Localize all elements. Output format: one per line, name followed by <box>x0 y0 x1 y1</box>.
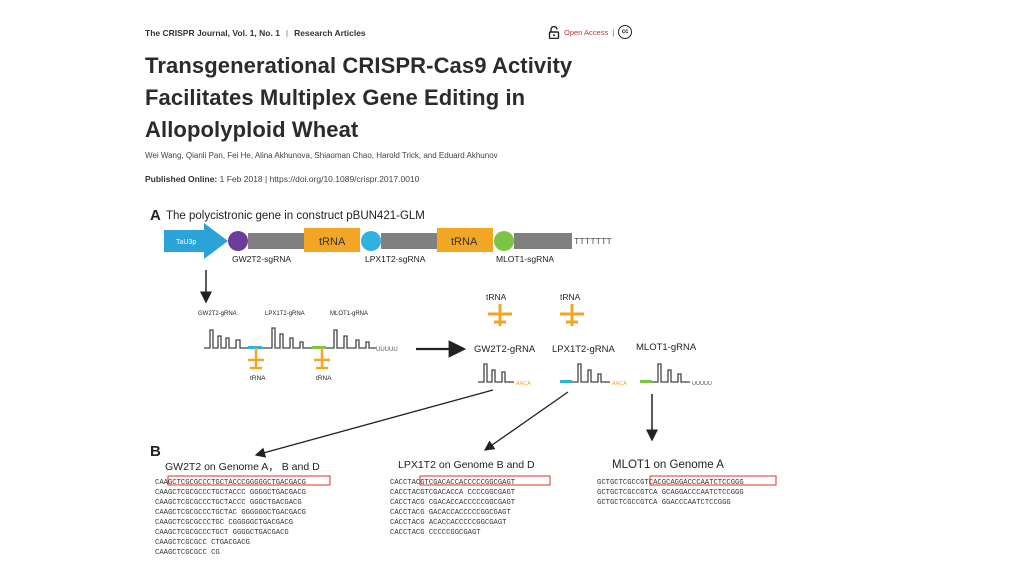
seq3-row: GCTGCTCGCCGTCA GCAGGACCCAATCTCCGGG <box>597 489 744 497</box>
target-box-3 <box>649 475 777 486</box>
lpx1-grna-label: LPX1T2-gRNA <box>552 344 615 355</box>
spacer-block-2 <box>381 233 437 249</box>
panel-a-letter: A <box>150 207 161 224</box>
seq1-row: CAAGCTCGCGCC CG <box>155 549 220 557</box>
title-line-2: Facilitates Multiplex Gene Editing in <box>145 85 526 110</box>
b1-title: GW2T2 on Genome A， B and D <box>165 461 320 473</box>
publication-info: Published Online: 1 Feb 2018 | https://d… <box>145 174 419 184</box>
seq1-row: CAAGCTCGCGCCCTGCTACCCGGGGGCTGACGACG <box>155 479 306 487</box>
b2-title: LPX1T2 on Genome B and D <box>398 459 535 471</box>
seq2-row: CACCTACGTCGACACCACCCCCGGCGAGT <box>390 479 516 487</box>
transcript-polyu: UUUUU <box>376 347 398 353</box>
article-title: Transgenerational CRISPR-Cas9 Activity F… <box>145 50 605 146</box>
sgrna-1-label: GW2T2-sgRNA <box>232 254 291 264</box>
transcript-label-2: LPX1T2-gRNA <box>265 311 305 317</box>
journal-header: The CRISPR Journal, Vol. 1, No. 1 | Rese… <box>145 28 366 38</box>
construct-diagram: TaU3p tRNA tRNA TTTTTTT GW2T2-sgRNA LPX1… <box>164 223 612 264</box>
seq1-row: CAAGCTCGCGCCCTGC CGGGGGCTGACGACG <box>155 519 293 527</box>
spacer-3-bar <box>312 346 326 349</box>
transcript-line-1 <box>204 329 248 349</box>
mlot1-grna-structure <box>652 363 690 383</box>
panel-b-letter: B <box>150 443 161 460</box>
trna-small-label-1: tRNA <box>250 375 266 382</box>
sequence-block-1: CAAGCTCGCGCCCTGCTACCCGGGGGCTGACGACG CAAG… <box>155 475 331 557</box>
sgrna-2-marker <box>361 231 381 251</box>
panel-a-title: The polycistronic gene in construct pBUN… <box>166 210 425 222</box>
sequence-block-3: GCTGCTCGCCGTCACGCAGGACCCAATCTCCGGG GCTGC… <box>597 475 777 507</box>
seq2-row: CACCTACG ACACCACCCCCGGCGAGT <box>390 519 507 527</box>
seq1-row: CAAGCTCGCGCCCTGCTACCC GGGCTGACGACG <box>155 499 302 507</box>
arrow-to-gw2 <box>254 389 494 458</box>
lpx1-aaca: AACA <box>612 381 627 387</box>
trna-label-1: tRNA <box>319 236 346 248</box>
terminator-label: TTTTTTT <box>574 237 612 247</box>
gw2-grna-label: GW2T2-gRNA <box>474 344 536 355</box>
trna-cloverleaf-small-1 <box>248 348 264 370</box>
gw2-grna-structure <box>478 363 514 383</box>
lock-open-icon <box>548 25 560 39</box>
seq1-row: CAAGCTCGCGCCCTGCTACCC GGGGCTGACGACG <box>155 489 306 497</box>
mlot1-spacer <box>640 380 652 383</box>
sgrna-3-marker <box>494 231 514 251</box>
seq2-row: CACCTACGTCGACACCA CCCCGGCGAGT <box>390 489 516 497</box>
trna-label-2: tRNA <box>451 236 478 248</box>
title-line-3: Allopolyploid Wheat <box>145 117 359 142</box>
processed-products: tRNA tRNA GW2T2-gRNA LPX1T2-gRNA MLOT1-g… <box>474 292 712 387</box>
transcript-label-3: MLOT1-gRNA <box>330 311 368 317</box>
b3-title: MLOT1 on Genome A <box>612 459 724 471</box>
free-trna-label-1: tRNA <box>486 292 507 302</box>
trna-block-2 <box>437 228 493 252</box>
sgrna-1-marker <box>228 231 248 251</box>
section-label[interactable]: Research Articles <box>294 28 366 38</box>
oa-separator: | <box>612 27 615 37</box>
transcript-line-2 <box>262 327 312 349</box>
trna-block-1 <box>304 228 360 252</box>
header-separator: | <box>285 28 289 38</box>
transcript-label-1: GW2T2-gRNA <box>198 311 237 317</box>
free-trna-icon-1 <box>488 304 512 326</box>
lpx1-spacer <box>560 380 572 383</box>
open-access-badge: Open Access | cc <box>548 25 633 39</box>
author-list[interactable]: Wei Wang, Qianli Pan, Fei He, Alina Akhu… <box>145 151 498 160</box>
spacer-block-1 <box>248 233 304 249</box>
sgrna-3-label: MLOT1-sgRNA <box>496 254 554 264</box>
seq1-row: CAAGCTCGCGCCCTGCT GGGGCTGACGACG <box>155 529 289 537</box>
sequence-block-2: CACCTACGTCGACACCACCCCCGGCGAGT CACCTACGTC… <box>390 475 551 537</box>
free-trna-icon-2 <box>560 304 584 326</box>
seq2-row: CACCTACG GACACCACCCCCGGCGAGT <box>390 509 511 517</box>
trna-cloverleaf-small-2 <box>314 348 330 370</box>
journal-name[interactable]: The CRISPR Journal, Vol. 1, No. 1 <box>145 28 280 38</box>
free-trna-label-2: tRNA <box>560 292 581 302</box>
promoter-arrow <box>164 223 228 259</box>
lpx1-grna-structure <box>572 363 610 383</box>
gw2-aaca: AACA <box>516 381 531 387</box>
seq2-row: CACCTACG CCCCCGGCGAGT <box>390 529 481 537</box>
published-value[interactable]: 1 Feb 2018 | https://doi.org/10.1089/cri… <box>219 174 420 184</box>
published-label: Published Online: <box>145 174 218 184</box>
creative-commons-icon[interactable]: cc <box>618 25 633 39</box>
target-box-2 <box>419 475 551 486</box>
mlot1-grna-label: MLOT1-gRNA <box>636 342 697 353</box>
promoter-label: TaU3p <box>176 239 196 246</box>
open-access-link[interactable]: Open Access <box>564 27 609 37</box>
seq3-row: GCTGCTCGCCGTCACGCAGGACCCAATCTCCGGG <box>597 479 744 487</box>
arrow-to-lpx1 <box>483 391 569 451</box>
title-line-1: Transgenerational CRISPR-Cas9 Activity <box>145 53 573 78</box>
seq2-row: CACCTACG CGACACCACCCCCGGCGAGT <box>390 499 516 507</box>
sgrna-2-label: LPX1T2-sgRNA <box>365 254 426 264</box>
target-box-1 <box>167 475 331 486</box>
spacer-2-bar <box>248 346 262 349</box>
seq1-row: CAAGCTCGCGCC CTGACGACG <box>155 539 250 547</box>
trna-small-label-2: tRNA <box>316 375 332 382</box>
seq1-row: CAAGCTCGCGCCCTGCTAC GGGGGGCTGACGACG <box>155 509 306 517</box>
spacer-block-3 <box>514 233 572 249</box>
transcript-line-3 <box>326 329 376 349</box>
seq3-row: GCTGCTCGCCGTCA GGACCCAATCTCCGGG <box>597 499 731 507</box>
transcript-diagram: GW2T2-gRNA LPX1T2-gRNA MLOT1-gRNA UUUUU … <box>198 311 398 382</box>
mlot1-polyu: UUUUU <box>692 381 712 387</box>
